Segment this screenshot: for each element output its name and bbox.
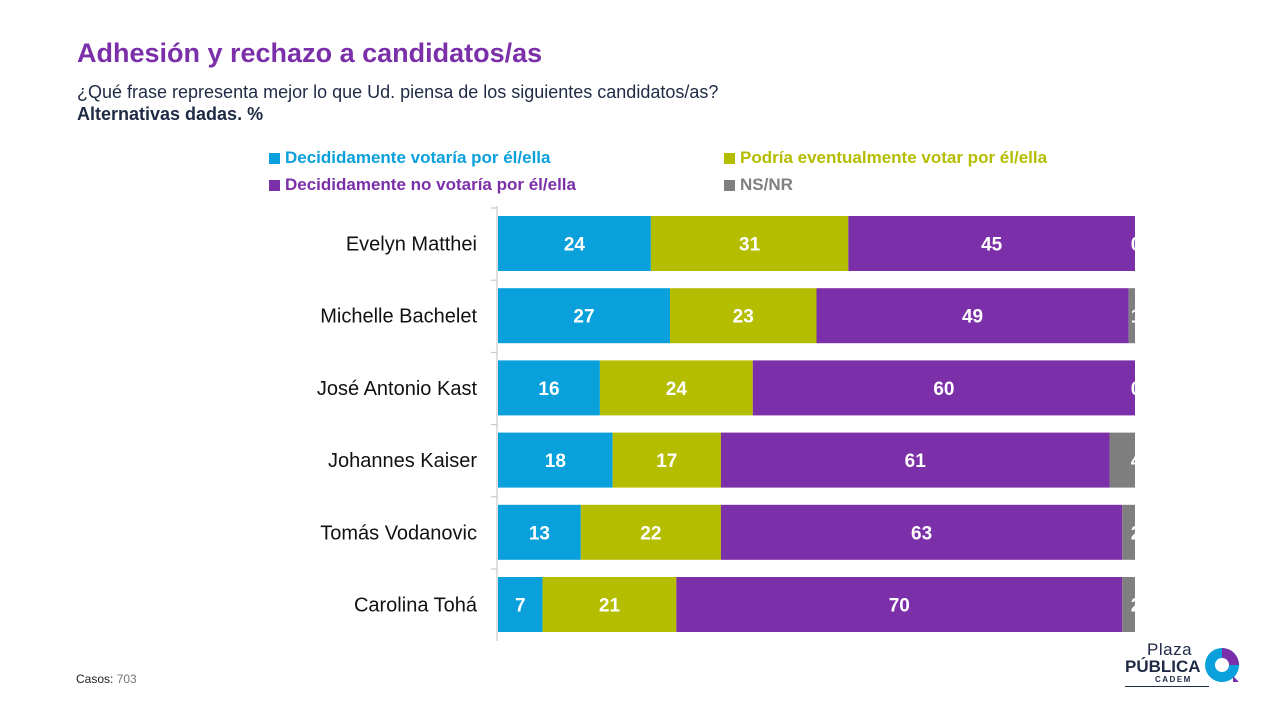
legend-swatch-decidedly-vote xyxy=(269,152,280,164)
bar-segment-tomas-vodanovic-decididamente-no-votaria-por-el-ella xyxy=(720,504,1123,560)
cases-value: 703 xyxy=(116,672,137,686)
plaza-publica-cadem-logo: Plaza PÚBLICA CADEM xyxy=(1125,640,1247,688)
cases-footnote: Casos: 703 xyxy=(76,672,137,686)
legend-label-ns-nr: NS/NR xyxy=(740,175,793,194)
data-label-carolina-toha-decididamente-no-votaria-por-el-ella: 70 xyxy=(889,596,910,617)
page-title: Adhesión y rechazo a candidatos/as xyxy=(77,38,543,68)
data-label-johannes-kaiser-ns-nr: 4 xyxy=(1131,451,1142,472)
data-label-tomas-vodanovic-decididamente-votaria-por-el-ella: 13 xyxy=(529,523,550,544)
data-label-johannes-kaiser-podria-eventualmente-votar-por-el-ella: 17 xyxy=(656,451,677,472)
logo-text-publica: PÚBLICA xyxy=(1125,657,1201,676)
data-label-jose-antonio-kast-decididamente-no-votaria-por-el-ella: 60 xyxy=(933,379,954,400)
legend-item-could-vote: Podría eventualmente votar por él/ella xyxy=(724,148,1047,168)
data-label-jose-antonio-kast-decididamente-votaria-por-el-ella: 16 xyxy=(538,379,559,400)
data-label-michelle-bachelet-podria-eventualmente-votar-por-el-ella: 23 xyxy=(733,307,754,328)
bar-segment-michelle-bachelet-podria-eventualmente-votar-por-el-ella xyxy=(669,288,817,344)
bar-segment-carolina-toha-ns-nr xyxy=(1122,577,1135,632)
legend-item-ns-nr: NS/NR xyxy=(724,175,793,195)
data-label-evelyn-matthei-decididamente-no-votaria-por-el-ella: 45 xyxy=(981,235,1003,256)
logo-icon xyxy=(1205,648,1239,682)
bar-segment-michelle-bachelet-decididamente-no-votaria-por-el-ella xyxy=(816,288,1129,344)
category-label-johannes-kaiser: Johannes Kaiser xyxy=(328,450,477,472)
logo-text-plaza: Plaza xyxy=(1147,640,1193,659)
data-label-jose-antonio-kast-ns-nr: 0 xyxy=(1131,379,1142,400)
data-label-michelle-bachelet-ns-nr: 1 xyxy=(1131,307,1142,328)
logo-text-cadem: CADEM xyxy=(1155,675,1192,684)
category-label-jose-antonio-kast: José Antonio Kast xyxy=(317,378,478,400)
bar-segment-tomas-vodanovic-podria-eventualmente-votar-por-el-ella xyxy=(580,504,721,560)
data-label-tomas-vodanovic-decididamente-no-votaria-por-el-ella: 63 xyxy=(911,523,932,544)
bar-segment-evelyn-matthei-decididamente-votaria-por-el-ella xyxy=(498,216,651,271)
bar-segment-carolina-toha-decididamente-no-votaria-por-el-ella xyxy=(676,577,1123,632)
chart-note: Alternativas dadas. % xyxy=(77,104,264,124)
survey-question: ¿Qué frase representa mejor lo que Ud. p… xyxy=(77,82,719,102)
legend-item-would-not-vote: Decididamente no votaría por él/ella xyxy=(269,175,576,195)
bar-segment-jose-antonio-kast-decididamente-votaria-por-el-ella xyxy=(498,360,600,416)
data-label-carolina-toha-ns-nr: 2 xyxy=(1131,596,1142,617)
data-label-evelyn-matthei-decididamente-votaria-por-el-ella: 24 xyxy=(564,235,586,256)
bar-segment-tomas-vodanovic-ns-nr xyxy=(1122,504,1135,560)
bar-segment-carolina-toha-podria-eventualmente-votar-por-el-ella xyxy=(542,577,677,632)
data-label-johannes-kaiser-decididamente-votaria-por-el-ella: 18 xyxy=(545,451,566,472)
bar-segment-jose-antonio-kast-decididamente-no-votaria-por-el-ella xyxy=(752,360,1135,416)
bar-segment-carolina-toha-decididamente-votaria-por-el-ella xyxy=(498,577,543,632)
data-label-evelyn-matthei-ns-nr: 0 xyxy=(1131,235,1142,256)
data-label-carolina-toha-decididamente-votaria-por-el-ella: 7 xyxy=(515,596,526,617)
category-label-michelle-bachelet: Michelle Bachelet xyxy=(320,306,477,328)
bar-segment-evelyn-matthei-decididamente-no-votaria-por-el-ella xyxy=(848,216,1135,271)
bar-segment-tomas-vodanovic-decididamente-votaria-por-el-ella xyxy=(498,504,581,560)
data-label-johannes-kaiser-decididamente-no-votaria-por-el-ella: 61 xyxy=(905,451,927,472)
category-label-carolina-toha: Carolina Tohá xyxy=(354,595,478,617)
data-label-michelle-bachelet-decididamente-no-votaria-por-el-ella: 49 xyxy=(962,307,983,328)
cases-label: Casos xyxy=(76,672,111,686)
data-label-tomas-vodanovic-podria-eventualmente-votar-por-el-ella: 22 xyxy=(640,523,661,544)
bar-segment-michelle-bachelet-ns-nr xyxy=(1128,288,1135,344)
legend-item-decidedly-vote: Decididamente votaría por él/ella xyxy=(269,148,550,168)
bar-segment-evelyn-matthei-podria-eventualmente-votar-por-el-ella xyxy=(650,216,849,271)
legend-swatch-ns-nr xyxy=(724,179,735,191)
data-label-tomas-vodanovic-ns-nr: 2 xyxy=(1131,523,1142,544)
bar-segment-johannes-kaiser-decididamente-no-votaria-por-el-ella xyxy=(720,432,1110,488)
data-label-michelle-bachelet-decididamente-votaria-por-el-ella: 27 xyxy=(573,307,594,328)
bar-segment-johannes-kaiser-ns-nr xyxy=(1109,432,1135,488)
legend-swatch-would-not-vote xyxy=(269,179,280,191)
bar-segment-johannes-kaiser-decididamente-votaria-por-el-ella xyxy=(498,432,613,488)
bar-segment-johannes-kaiser-podria-eventualmente-votar-por-el-ella xyxy=(612,432,721,488)
legend-label-would-not-vote: Decididamente no votaría por él/ella xyxy=(285,175,576,194)
bar-segment-jose-antonio-kast-podria-eventualmente-votar-por-el-ella xyxy=(599,360,753,416)
logo-underline xyxy=(1125,686,1209,687)
category-label-tomas-vodanovic: Tomás Vodanovic xyxy=(320,522,477,544)
legend-label-could-vote: Podría eventualmente votar por él/ella xyxy=(740,148,1048,167)
data-label-jose-antonio-kast-podria-eventualmente-votar-por-el-ella: 24 xyxy=(666,379,688,400)
legend-swatch-could-vote xyxy=(724,152,735,164)
category-label-evelyn-matthei: Evelyn Matthei xyxy=(346,234,477,256)
bar-segment-michelle-bachelet-decididamente-votaria-por-el-ella xyxy=(498,288,670,344)
data-label-evelyn-matthei-podria-eventualmente-votar-por-el-ella: 31 xyxy=(739,235,761,256)
data-label-carolina-toha-podria-eventualmente-votar-por-el-ella: 21 xyxy=(599,596,621,617)
legend-label-decidedly-vote: Decididamente votaría por él/ella xyxy=(285,148,551,167)
